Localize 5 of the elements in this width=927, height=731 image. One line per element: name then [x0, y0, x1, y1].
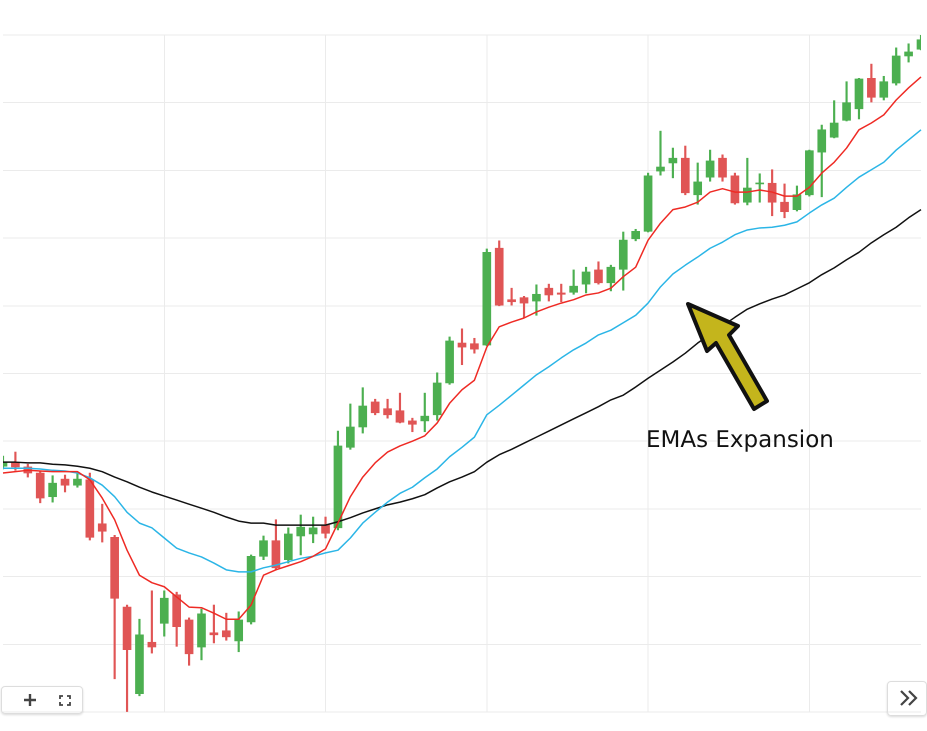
annotation: EMAs Expansion — [646, 427, 834, 453]
candlestick — [556, 284, 566, 302]
candlestick — [420, 392, 430, 432]
candlestick — [98, 504, 107, 542]
candlestick — [755, 173, 764, 203]
